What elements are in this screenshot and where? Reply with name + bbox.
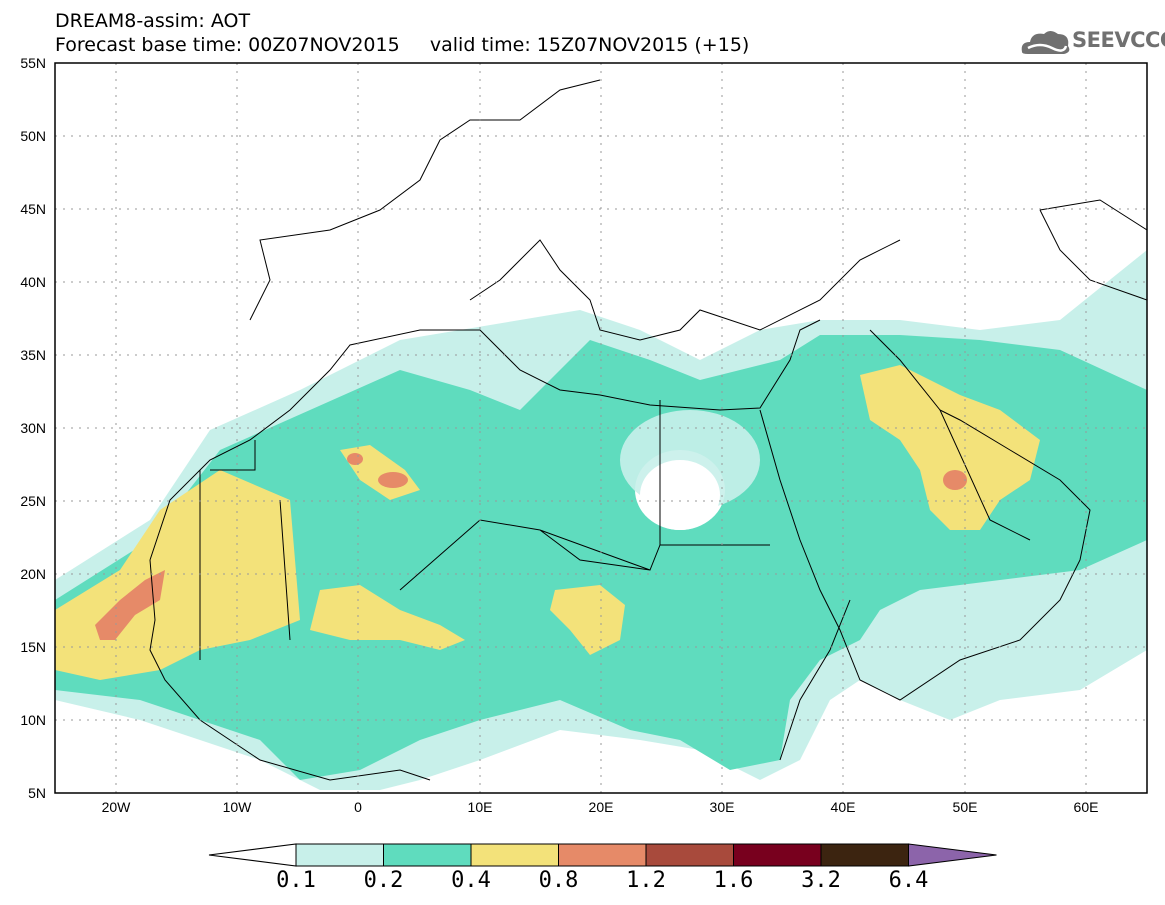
colorbar-swatch: [558, 843, 647, 867]
aot-band-0.2: [55, 335, 1147, 780]
colorbar-label: 0.4: [451, 868, 491, 893]
lat-label: 5N: [28, 785, 46, 801]
colorbar-swatch: [820, 843, 909, 867]
lat-label: 50N: [20, 128, 46, 144]
lon-label: 10W: [223, 799, 253, 815]
colorbar-swatch: [733, 843, 822, 867]
colorbar-swatch: [645, 843, 734, 867]
grid: [55, 63, 1147, 793]
lat-label: 15N: [20, 639, 46, 655]
cloud-icon: [1021, 31, 1070, 54]
coastlines: [149, 79, 1147, 781]
lat-label: 20N: [20, 566, 46, 582]
logo-text: SEEVCCC: [1072, 28, 1165, 52]
colorbar-low-arrow: [208, 843, 297, 867]
lon-label: 20W: [102, 799, 132, 815]
lon-label: 50E: [953, 799, 978, 815]
colorbar-swatch: [470, 843, 559, 867]
lat-label: 45N: [20, 201, 46, 217]
colorbar-label: 1.2: [626, 868, 666, 893]
forecast-time-line: Forecast base time: 00Z07NOV2015 valid t…: [55, 34, 750, 56]
colorbar-label: 0.8: [538, 868, 579, 893]
aot-band-0.8: [95, 570, 165, 640]
colorbar-swatch: [383, 843, 472, 867]
colorbar-label: 0.2: [363, 868, 404, 893]
aot-contours: [55, 250, 1147, 790]
colorbar-label: 3.2: [801, 868, 841, 893]
lat-label: 35N: [20, 347, 46, 363]
lat-label: 30N: [20, 420, 46, 436]
lon-label: 40E: [831, 799, 856, 815]
colorbar-label: 0.1: [276, 868, 316, 893]
lat-label: 40N: [20, 274, 46, 290]
lat-label: 25N: [20, 493, 46, 509]
aot-band-0.4-sahara: [310, 585, 465, 650]
lon-label: 60E: [1074, 799, 1099, 815]
lon-label: 20E: [589, 799, 614, 815]
lat-labels: 5N 10N 15N 20N 25N 30N 35N 40N 45N 50N 5…: [20, 55, 46, 801]
lon-labels: 20W 10W 0 10E 20E 30E 40E 50E 60E: [102, 799, 1099, 815]
colorbar-swatch: [295, 843, 384, 867]
lat-label: 55N: [20, 55, 46, 71]
lon-label: 0: [354, 799, 362, 815]
map-title: DREAM8-assim: AOT: [55, 10, 251, 32]
lat-label: 10N: [20, 712, 46, 728]
lon-label: 10E: [468, 799, 493, 815]
map-frame: [54, 62, 1148, 794]
colorbar: [208, 843, 997, 867]
colorbar-label: 1.6: [713, 868, 754, 893]
lon-label: 30E: [710, 799, 735, 815]
colorbar-high-arrow: [908, 843, 997, 867]
aot-band-0.4-arabia: [860, 365, 1040, 530]
colorbar-label: 6.4: [888, 868, 929, 893]
